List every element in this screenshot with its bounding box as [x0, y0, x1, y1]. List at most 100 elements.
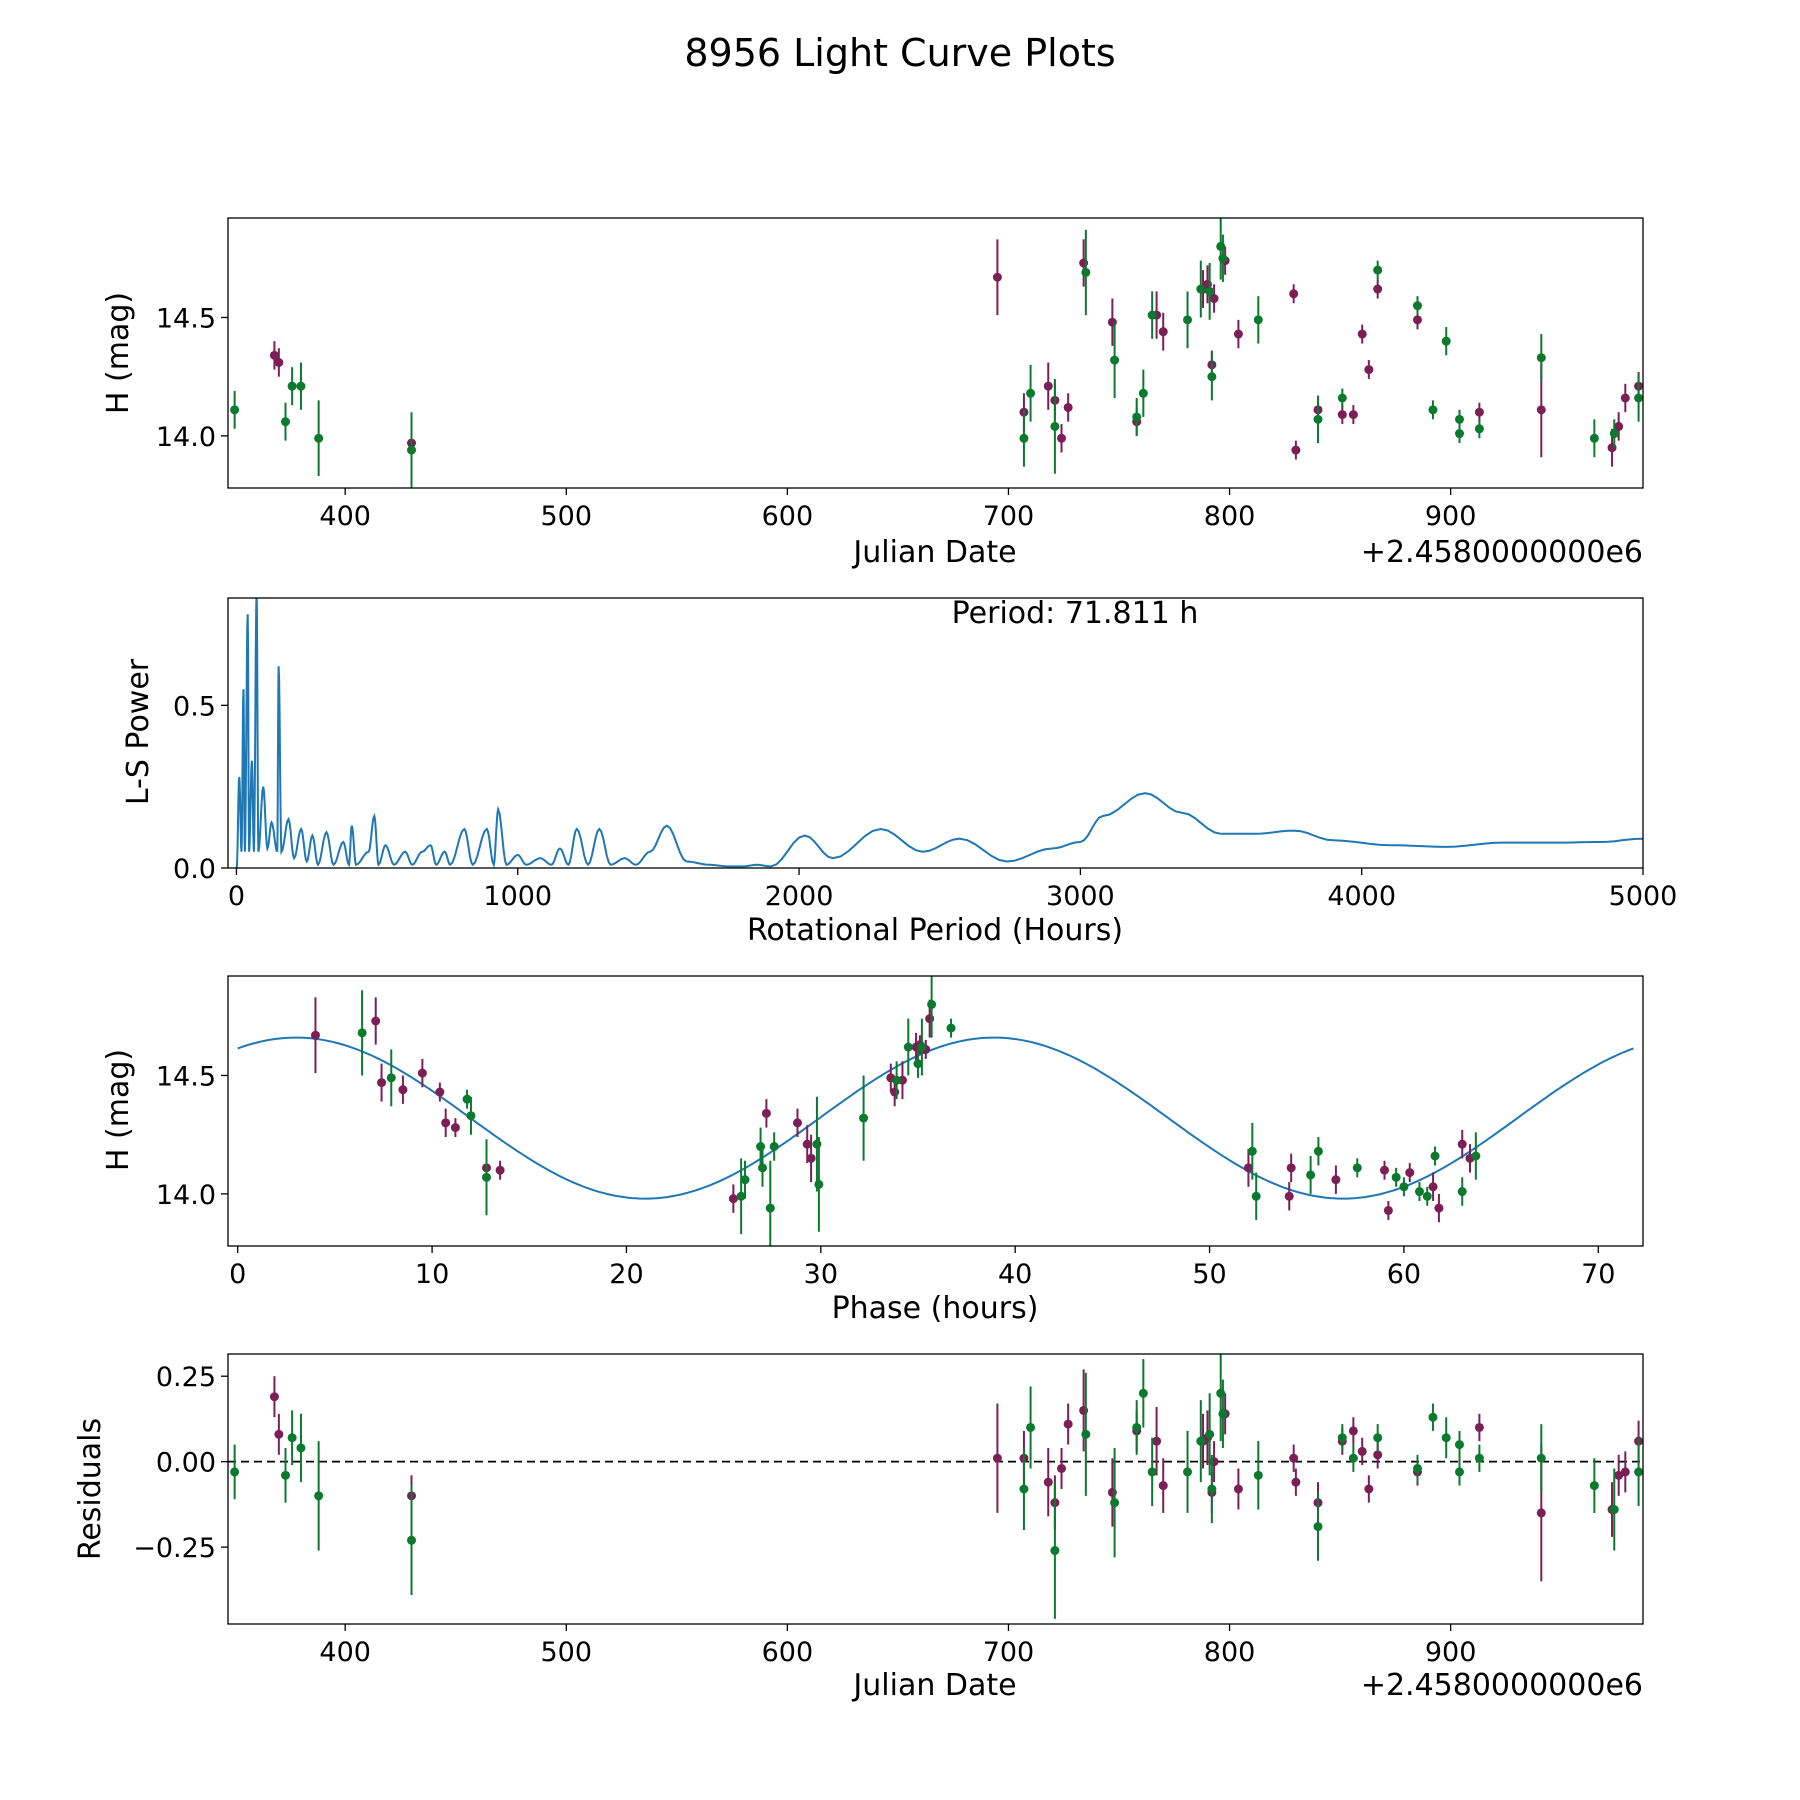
data-point	[1207, 1484, 1217, 1494]
data-point	[1158, 327, 1168, 337]
data-point	[417, 1068, 427, 1078]
data-point	[1207, 372, 1217, 382]
data-point	[1474, 407, 1484, 417]
x-tick-label: 1000	[483, 881, 552, 912]
data-point	[1364, 365, 1374, 375]
x-tick-label: 700	[983, 501, 1035, 532]
data-point	[1405, 1168, 1415, 1178]
y-tick-label: 14.0	[156, 422, 216, 453]
data-point	[1364, 1484, 1374, 1494]
data-point	[1474, 424, 1484, 434]
data-point	[1081, 267, 1091, 277]
data-point	[1247, 1146, 1257, 1156]
data-point	[230, 405, 240, 415]
data-point	[1589, 1481, 1599, 1491]
x-tick-label: 2000	[765, 881, 834, 912]
data-point	[1634, 393, 1643, 403]
data-point	[1313, 1522, 1323, 1532]
data-point	[1609, 1505, 1619, 1515]
data-point	[1620, 393, 1630, 403]
data-point	[859, 1113, 869, 1123]
data-point	[466, 1111, 476, 1121]
data-point	[407, 445, 417, 455]
x-tick-label: 900	[1425, 501, 1477, 532]
x-tick-label: 0	[229, 1259, 246, 1290]
data-point	[1620, 1467, 1630, 1477]
light-curve-panel: Julian Date H (mag) +2.4580000000e6 400 5…	[101, 217, 1644, 570]
data-point	[386, 1073, 396, 1083]
data-point	[1471, 1151, 1481, 1161]
data-point	[1441, 1433, 1451, 1443]
data-point	[371, 1016, 381, 1026]
x-tick-label: 400	[319, 1637, 371, 1668]
data-point	[1147, 310, 1157, 320]
data-point	[736, 1191, 746, 1201]
residuals-x-offset: +2.4580000000e6	[1361, 1668, 1643, 1703]
data-point	[1412, 1463, 1422, 1473]
residuals-ylabel: Residuals	[73, 1418, 108, 1560]
data-point	[1348, 1453, 1358, 1463]
data-point	[1286, 1163, 1296, 1173]
phase-folded-panel: Phase (hours) H (mag) 0 10 20 30 40 50 60 70 14.…	[101, 975, 1644, 1326]
data-point	[917, 1042, 927, 1052]
data-point	[806, 1153, 816, 1163]
data-point	[1158, 1481, 1168, 1491]
data-point	[1457, 1187, 1467, 1197]
plot-area	[230, 1354, 1643, 1619]
y-tick-label: 14.0	[156, 1180, 216, 1211]
data-point	[1412, 301, 1422, 311]
data-point	[1138, 388, 1148, 398]
data-point	[1057, 1463, 1067, 1473]
data-point	[1614, 421, 1624, 431]
data-point	[1412, 315, 1422, 325]
data-point	[1196, 284, 1206, 294]
x-tick-label: 400	[319, 501, 371, 532]
data-point	[482, 1172, 492, 1182]
x-tick-label: 50	[1192, 1259, 1226, 1290]
data-point	[769, 1142, 779, 1152]
data-point	[802, 1139, 812, 1149]
data-point	[1454, 429, 1464, 439]
data-point	[1441, 336, 1451, 346]
data-point	[1081, 1429, 1091, 1439]
data-point	[1474, 1453, 1484, 1463]
data-point	[756, 1142, 766, 1152]
data-point	[1609, 429, 1619, 439]
data-point	[1233, 1484, 1243, 1494]
x-tick-label: 900	[1425, 1637, 1477, 1668]
figure-title: 8956 Light Curve Plots	[684, 31, 1115, 75]
data-point	[1373, 1433, 1383, 1443]
data-point	[398, 1085, 408, 1095]
data-point	[314, 433, 324, 443]
data-point	[1313, 414, 1323, 424]
phase-xlabel: Phase (hours)	[832, 1291, 1039, 1326]
data-point	[1474, 1422, 1484, 1432]
y-tick-label: −0.25	[133, 1533, 216, 1564]
data-point	[1183, 315, 1193, 325]
data-point	[1434, 1203, 1444, 1213]
x-tick-label: 4000	[1327, 881, 1396, 912]
data-point	[1430, 1151, 1440, 1161]
data-point	[1291, 445, 1301, 455]
x-tick-label: 0	[228, 881, 245, 912]
data-point	[1253, 315, 1263, 325]
axes-frame	[227, 217, 1644, 489]
data-point	[1026, 388, 1036, 398]
data-point	[890, 1087, 900, 1097]
data-point	[1373, 1450, 1383, 1460]
data-point	[792, 1118, 802, 1128]
data-point	[1536, 405, 1546, 415]
data-point	[728, 1194, 738, 1204]
x-tick-label: 20	[609, 1259, 643, 1290]
phase-ylabel: H (mag)	[101, 1049, 136, 1171]
data-point	[1383, 1205, 1393, 1215]
data-point	[280, 417, 290, 427]
data-point	[992, 272, 1002, 282]
data-point	[765, 1203, 775, 1213]
data-point	[925, 1014, 935, 1024]
data-point	[1428, 1412, 1438, 1422]
light-curve-xlabel: Julian Date	[851, 535, 1016, 570]
data-point	[1536, 353, 1546, 363]
plot-area	[310, 976, 1481, 1246]
